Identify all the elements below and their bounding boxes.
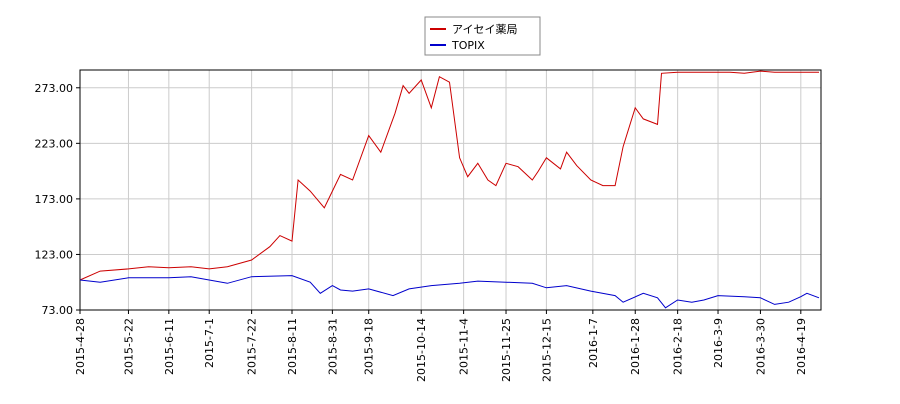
x-tick-label: 2015-5-22 [122, 318, 135, 375]
x-tick-label: 2015-7-22 [246, 318, 259, 375]
plot-frame [79, 69, 822, 311]
y-tick-label: 123.00 [35, 248, 74, 261]
x-tick-label: 2016-1-28 [629, 318, 642, 375]
x-tick-label: 2015-6-11 [163, 318, 176, 375]
x-tick-label: 2015-11-25 [500, 318, 513, 382]
y-tick-label: 273.00 [35, 82, 74, 95]
x-tick-label: 2015-9-18 [363, 318, 376, 375]
legend-label: TOPIX [451, 39, 485, 52]
x-tick-label: 2015-11-4 [458, 318, 471, 375]
x-tick-label: 2015-4-28 [74, 318, 87, 375]
legend: アイセイ薬局 TOPIX [424, 16, 541, 56]
x-tick-label: 2015-7-1 [203, 318, 216, 368]
x-tick-label: 2015-12-15 [540, 318, 553, 382]
y-tick-label: 173.00 [35, 193, 74, 206]
y-tick-label: 73.00 [42, 304, 74, 317]
x-tick-label: 2015-8-11 [286, 318, 299, 375]
x-tick-label: 2016-1-7 [587, 318, 600, 368]
x-tick-label: 2015-8-31 [326, 318, 339, 375]
series-line [79, 70, 819, 281]
x-tick-label: 2016-3-9 [712, 318, 725, 368]
x-tick-label: 2016-4-19 [795, 318, 808, 375]
x-tick-label: 2016-2-18 [672, 318, 685, 375]
legend-label: アイセイ薬局 [452, 23, 517, 36]
x-tick-label: 2016-3-30 [754, 318, 767, 375]
y-tick-label: 223.00 [35, 137, 74, 150]
x-tick-label: 2015-10-14 [415, 318, 428, 382]
legend-box [424, 16, 541, 56]
series-line [79, 275, 820, 309]
